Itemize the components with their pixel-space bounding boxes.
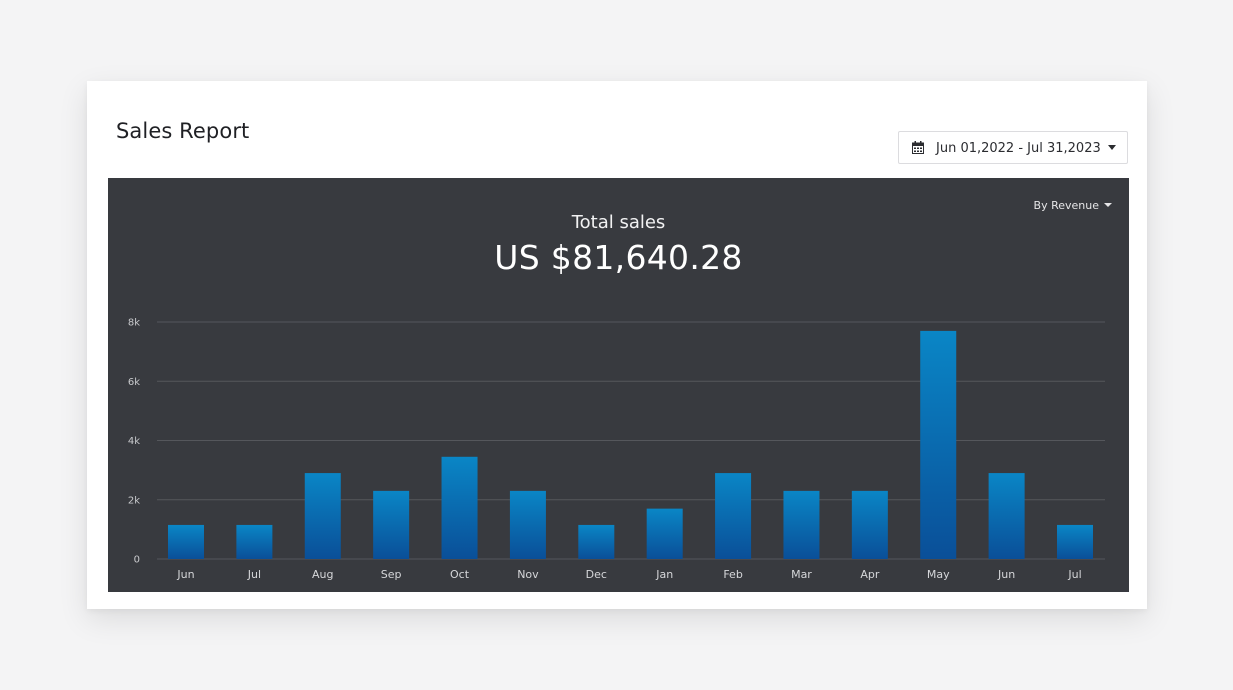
y-tick-label: 2k bbox=[128, 495, 140, 506]
x-tick-label: Apr bbox=[860, 568, 880, 581]
x-tick-label: Dec bbox=[586, 568, 607, 581]
date-range-label: Jun 01,2022 - Jul 31,2023 bbox=[936, 141, 1101, 156]
x-tick-label: Jul bbox=[247, 568, 261, 581]
y-tick-label: 4k bbox=[128, 436, 140, 447]
bar-sep-3[interactable] bbox=[373, 490, 410, 559]
x-tick-label: Jun bbox=[176, 568, 194, 581]
x-tick-label: Sep bbox=[381, 568, 402, 581]
bar-may-11[interactable] bbox=[920, 330, 957, 559]
y-axis: 0 2k 4k 6k 8k bbox=[128, 318, 140, 566]
y-tick-label: 6k bbox=[128, 377, 140, 388]
total-sales-label: Total sales bbox=[571, 212, 666, 233]
caret-down-icon bbox=[1104, 203, 1112, 207]
calendar-icon bbox=[912, 141, 924, 154]
y-tick-label: 0 bbox=[134, 555, 140, 566]
total-sales-value: US $81,640.28 bbox=[494, 238, 743, 277]
x-tick-label: Jan bbox=[655, 568, 673, 581]
x-tick-label: Nov bbox=[517, 568, 539, 581]
x-axis: Jun Jul Aug Sep Oct Nov Dec Jan Feb Mar Apr May Jun J… bbox=[176, 568, 1081, 581]
x-tick-label: May bbox=[927, 568, 950, 581]
bars bbox=[168, 330, 1093, 559]
x-tick-label: Oct bbox=[450, 568, 470, 581]
bar-feb-8[interactable] bbox=[715, 473, 752, 559]
bar-apr-10[interactable] bbox=[851, 490, 888, 559]
bar-mar-9[interactable] bbox=[783, 490, 820, 559]
bar-jul-13[interactable] bbox=[1057, 524, 1093, 559]
sales-report-card: Sales Report Jun 01,2022 - Jul 31,2023 B… bbox=[87, 81, 1147, 609]
bar-nov-5[interactable] bbox=[509, 490, 546, 559]
bar-jul-1[interactable] bbox=[236, 524, 273, 559]
bar-oct-4[interactable] bbox=[441, 456, 478, 559]
metric-selector-label: By Revenue bbox=[1033, 199, 1099, 212]
sales-bar-chart: 0 2k 4k 6k 8k Jun Jul Aug Sep Oct Nov Dec Jan Feb Mar… bbox=[128, 318, 1105, 581]
bar-jan-7[interactable] bbox=[646, 508, 683, 559]
bar-aug-2[interactable] bbox=[304, 473, 341, 559]
gridlines bbox=[157, 321, 1105, 560]
date-range-picker[interactable]: Jun 01,2022 - Jul 31,2023 bbox=[898, 131, 1128, 164]
x-tick-label: Jun bbox=[997, 568, 1015, 581]
x-tick-label: Jul bbox=[1067, 568, 1081, 581]
x-tick-label: Aug bbox=[312, 568, 333, 581]
bar-dec-6[interactable] bbox=[578, 524, 615, 559]
x-tick-label: Feb bbox=[723, 568, 742, 581]
page-title: Sales Report bbox=[116, 119, 250, 143]
x-tick-label: Mar bbox=[791, 568, 812, 581]
chart-panel: By Revenue Total sales US $81,640.28 0 2k… bbox=[108, 178, 1129, 592]
bar-jun-0[interactable] bbox=[168, 524, 204, 559]
chevron-down-icon bbox=[1108, 145, 1116, 150]
y-tick-label: 8k bbox=[128, 318, 140, 329]
metric-selector[interactable]: By Revenue bbox=[1034, 199, 1112, 212]
bar-jun-12[interactable] bbox=[988, 473, 1025, 559]
